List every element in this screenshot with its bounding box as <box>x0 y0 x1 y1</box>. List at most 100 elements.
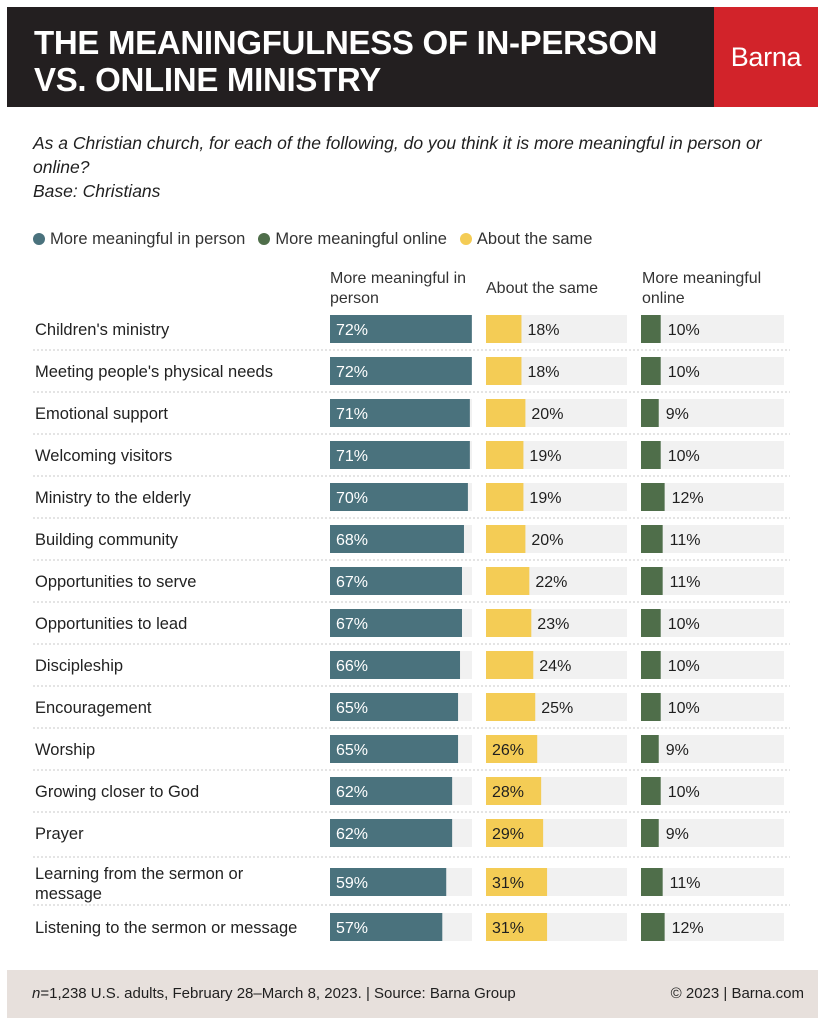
legend-swatch-same <box>459 233 472 245</box>
data-label: 9% <box>666 406 689 423</box>
footer: n=1,238 U.S. adults, February 28–March 8… <box>7 970 818 1018</box>
bar <box>641 525 663 553</box>
column-header-in-person: More meaningful in person <box>330 270 467 307</box>
data-label: 67% <box>336 616 368 633</box>
bar <box>641 693 661 721</box>
data-label: 11% <box>670 574 701 591</box>
category-label: Emotional support <box>35 405 168 423</box>
bar <box>486 609 532 637</box>
data-label: 12% <box>672 920 704 937</box>
legend-label-in-person: More meaningful in person <box>50 229 246 248</box>
data-label: 25% <box>541 700 573 717</box>
data-label: 10% <box>668 784 700 801</box>
bar <box>330 609 462 637</box>
bar <box>330 399 470 427</box>
legend-label-online: More meaningful online <box>275 229 447 248</box>
data-label: 20% <box>531 406 563 423</box>
data-label: 57% <box>336 920 368 937</box>
bar <box>330 913 443 941</box>
bar <box>330 735 459 763</box>
legend-item-online: More meaningful online <box>258 230 447 249</box>
bar <box>486 819 544 847</box>
header-banner: The meaningfulness of in-person vs. onli… <box>7 7 818 107</box>
footer-source: n=1,238 U.S. adults, February 28–March 8… <box>32 985 516 1002</box>
category-label: Opportunities to serve <box>35 573 196 591</box>
bar-track <box>641 567 784 595</box>
category-label: Welcoming visitors <box>35 447 172 465</box>
data-label: 66% <box>336 658 368 675</box>
question-text: As a Christian church, for each of the f… <box>33 133 762 177</box>
data-label: 67% <box>336 574 368 591</box>
bar-track <box>641 819 784 847</box>
data-label: 18% <box>527 364 559 381</box>
data-label: 11% <box>670 532 701 549</box>
data-label: 71% <box>336 448 368 465</box>
bar <box>641 819 659 847</box>
category-label: Encouragement <box>35 699 152 717</box>
data-label: 29% <box>492 826 524 843</box>
bar <box>641 441 661 469</box>
bar <box>486 315 522 343</box>
bar-track <box>641 399 784 427</box>
data-label: 31% <box>492 920 524 937</box>
data-label: 68% <box>336 532 368 549</box>
data-label: 10% <box>668 364 700 381</box>
data-label: 9% <box>666 742 689 759</box>
bar <box>330 525 464 553</box>
bar <box>486 357 522 385</box>
bar <box>330 693 459 721</box>
bar <box>486 913 548 941</box>
data-label: 10% <box>668 448 700 465</box>
bar <box>641 777 661 805</box>
legend-item-same: About the same <box>459 230 592 249</box>
brand-logo: Barna <box>714 7 818 107</box>
data-label: 10% <box>668 616 700 633</box>
data-label: 10% <box>668 700 700 717</box>
bar <box>641 735 659 763</box>
category-label: Children's ministry <box>35 321 170 339</box>
category-label: Prayer <box>35 825 84 843</box>
bar <box>486 525 526 553</box>
bar <box>330 651 461 679</box>
data-label: 71% <box>336 406 368 423</box>
data-label: 22% <box>535 574 567 591</box>
data-label: 24% <box>539 658 571 675</box>
bar <box>486 868 548 896</box>
bar-track <box>641 777 784 805</box>
data-label: 72% <box>336 364 368 381</box>
survey-question: As a Christian church, for each of the f… <box>33 131 793 203</box>
data-label: 65% <box>336 742 368 759</box>
data-label: 19% <box>529 448 561 465</box>
bar-track <box>641 357 784 385</box>
category-label: Worship <box>35 741 95 759</box>
bar-track <box>641 483 784 511</box>
bar <box>330 567 462 595</box>
bar-track <box>641 913 784 941</box>
bar <box>641 567 663 595</box>
bar <box>641 315 661 343</box>
bar <box>330 315 472 343</box>
data-label: 9% <box>666 826 689 843</box>
category-label: Ministry to the elderly <box>35 489 192 507</box>
bar <box>641 399 659 427</box>
bar-track <box>641 609 784 637</box>
bar <box>641 357 661 385</box>
legend-item-in-person: More meaningful in person <box>33 230 245 249</box>
category-label: Listening to the sermon or message <box>35 919 297 937</box>
bar <box>641 913 665 941</box>
data-label: 19% <box>529 490 561 507</box>
chart-legend: More meaningful in person More meaningfu… <box>33 228 605 250</box>
data-label: 72% <box>336 322 368 339</box>
bar <box>330 357 472 385</box>
category-label: Opportunities to lead <box>35 615 187 633</box>
bar-track <box>641 315 784 343</box>
column-header-same: About the same <box>486 280 599 297</box>
category-label: Growing closer to God <box>35 783 199 801</box>
data-label: 62% <box>336 826 368 843</box>
data-label: 23% <box>537 616 569 633</box>
bar-track <box>641 735 784 763</box>
data-label: 20% <box>531 532 563 549</box>
data-label: 26% <box>492 742 524 759</box>
bar <box>486 651 534 679</box>
